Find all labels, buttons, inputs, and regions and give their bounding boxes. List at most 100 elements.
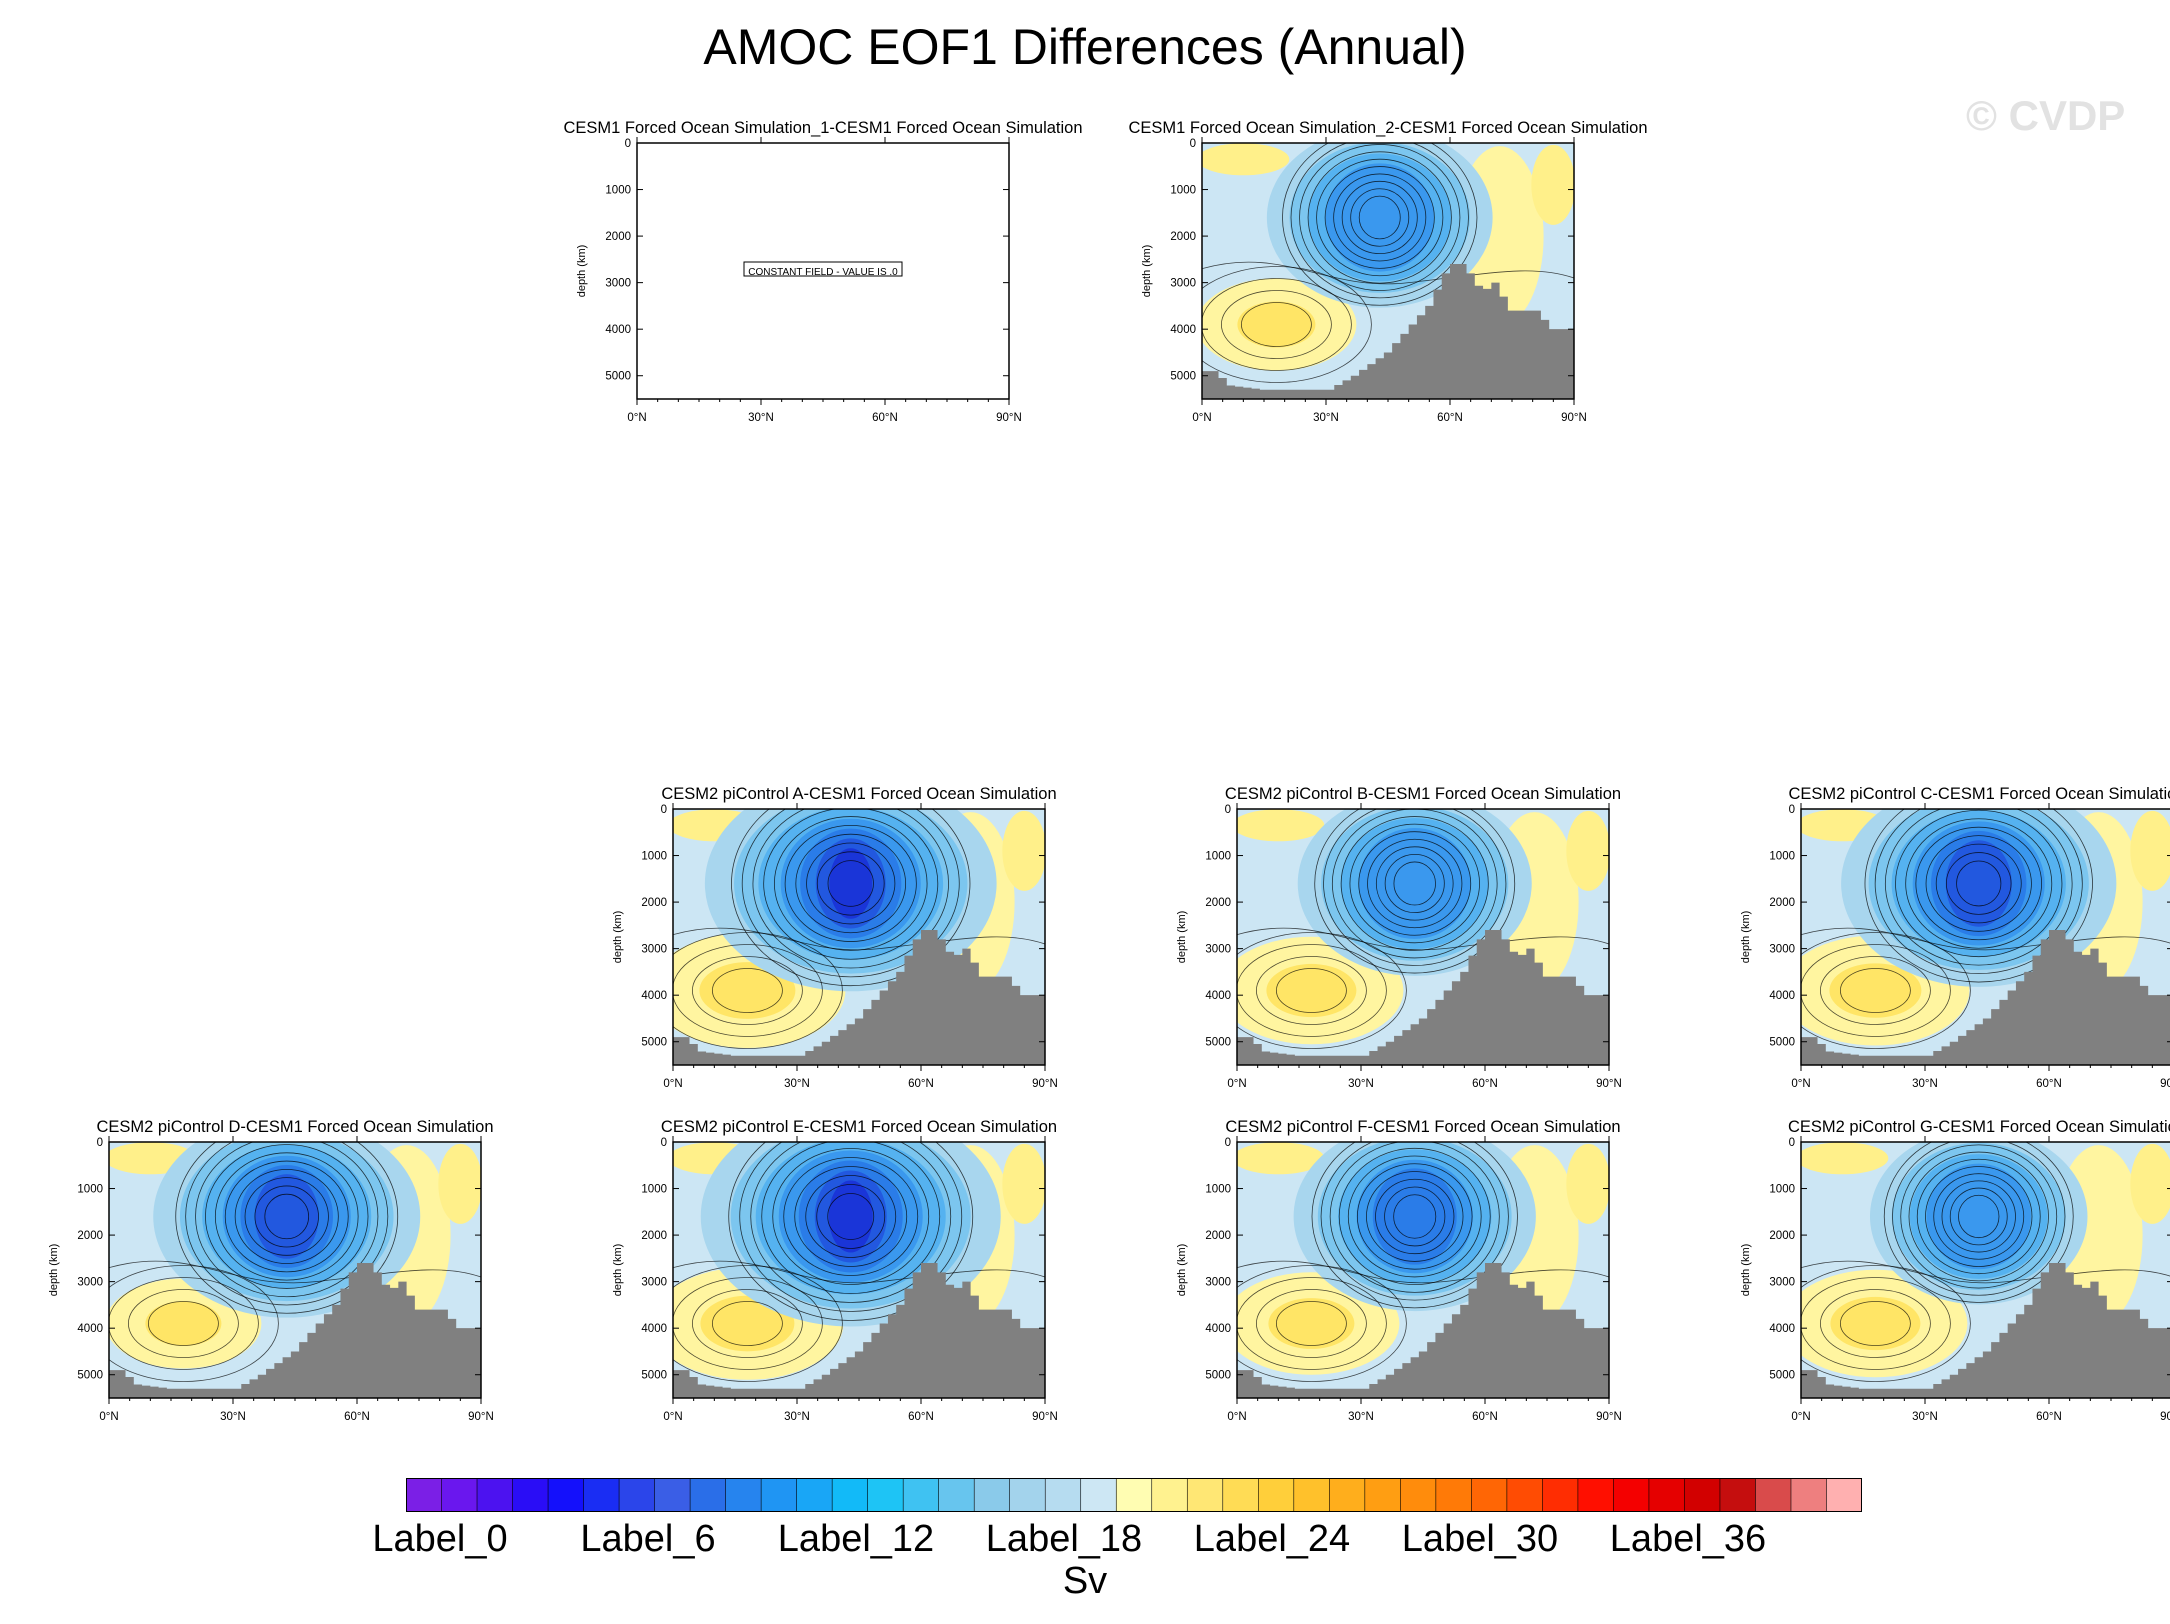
contour-line (1905, 818, 2053, 949)
contour-line (673, 932, 843, 1049)
y-tick-label: 5000 (1205, 1370, 1231, 1382)
colorbar-frame (406, 1478, 1862, 1512)
bathymetry-mask (673, 930, 1045, 1065)
contour-line (109, 1260, 481, 1284)
colorbar-swatch (406, 1478, 443, 1512)
contour-line (773, 816, 928, 951)
y-axis-label: depth (km) (612, 911, 624, 964)
contour-line (1384, 1186, 1446, 1247)
contour-line (1237, 1265, 1407, 1382)
contour-line (1801, 1265, 1971, 1382)
y-tick-label: 1000 (1769, 851, 1795, 863)
contour-line (1908, 1151, 2049, 1282)
y-tick-label: 5000 (1205, 1037, 1231, 1049)
x-tick-label: 0°N (1192, 412, 1211, 424)
y-tick-label: 0 (1225, 1137, 1231, 1149)
positive-anomaly (2130, 1143, 2170, 1224)
y-tick-label: 1000 (77, 1184, 103, 1196)
x-tick-label: 30°N (220, 1411, 246, 1423)
contour-line (673, 944, 823, 1037)
contour-line (1202, 261, 1574, 285)
contour-line (195, 1142, 379, 1298)
panel-picontrol-c: CESM2 piControl C-CESM1 Forced Ocean Sim… (1717, 785, 2170, 1115)
colorbar-swatch (796, 1478, 833, 1512)
colorbar-swatch (1080, 1478, 1117, 1512)
contour-line (1883, 1142, 2074, 1303)
x-tick-label: 90°N (1596, 1411, 1622, 1423)
bathymetry-mask (1801, 1263, 2170, 1398)
y-tick-label: 4000 (1170, 324, 1196, 336)
colorbar-label: Label_24 (1193, 1518, 1351, 1560)
y-tick-label: 0 (97, 1137, 103, 1149)
x-tick-label: 90°N (996, 412, 1022, 424)
contour-line (1307, 151, 1452, 284)
contour-line (1384, 853, 1445, 913)
colorbar-swatch (690, 1478, 727, 1512)
negative-anomaly (1325, 163, 1434, 272)
negative-anomaly (828, 1180, 873, 1253)
contour-plot: 0 1000 2000 3000 4000 5000 0°N 30°N 60°N 90°N dept… (1740, 803, 2170, 1090)
contour-line (731, 809, 971, 987)
contour-line (175, 1142, 399, 1314)
y-tick-label: 4000 (641, 990, 667, 1002)
colorbar-label: Label_6 (580, 1518, 716, 1560)
y-axis-label: depth (km) (576, 245, 588, 298)
contour-line (1237, 932, 1407, 1049)
positive-anomaly (1002, 1143, 1045, 1224)
y-tick-label: 5000 (641, 1037, 667, 1049)
panel-title: CESM2 piControl C-CESM1 Forced Ocean Sim… (1788, 785, 2170, 803)
contour-line (1925, 835, 2032, 932)
colorbar (406, 1478, 1862, 1512)
x-tick-label: 60°N (1472, 1078, 1498, 1090)
panel-title: CESM2 piControl G-CESM1 Forced Ocean Sim… (1788, 1118, 2170, 1136)
colorbar-swatch (903, 1478, 940, 1512)
panel-picontrol-b: CESM2 piControl B-CESM1 Forced Ocean Sim… (1153, 785, 1693, 1115)
colorbar-swatch (867, 1478, 904, 1512)
y-axis-label: depth (km) (1740, 1244, 1752, 1297)
negative-anomaly (1945, 840, 2012, 927)
panel-title: CESM2 piControl E-CESM1 Forced Ocean Sim… (660, 1118, 1058, 1136)
panel-picontrol-f: CESM2 piControl F-CESM1 Forced Ocean Sim… (1153, 1118, 1693, 1448)
colorbar-swatch (1045, 1478, 1082, 1512)
positive-anomaly (1002, 810, 1045, 891)
contour-line (711, 1301, 783, 1346)
panel-picontrol-g: CESM2 piControl G-CESM1 Forced Ocean Sim… (1717, 1118, 2170, 1448)
contour-line (816, 851, 885, 916)
y-tick-label: 4000 (1205, 990, 1231, 1002)
contour-line (1358, 831, 1472, 936)
x-tick-label: 60°N (1472, 1411, 1498, 1423)
x-tick-label: 0°N (663, 1078, 682, 1090)
contour-line (752, 809, 949, 969)
x-tick-label: 30°N (784, 1078, 810, 1090)
x-tick-label: 30°N (748, 412, 774, 424)
negative-anomaly (1926, 1163, 2031, 1270)
y-tick-label: 5000 (641, 1370, 667, 1382)
bathymetry-mask (109, 1263, 481, 1398)
contour-line (827, 860, 874, 907)
contour-line (185, 1142, 389, 1306)
contour-line (1933, 1173, 2025, 1260)
positive-anomaly (1237, 809, 1325, 842)
negative-anomaly (1372, 1168, 1457, 1265)
colorbar-swatch (512, 1478, 549, 1512)
contour-line (127, 1289, 239, 1358)
contour-line (1915, 826, 2043, 941)
contour-line (1801, 932, 1971, 1049)
colorbar-swatch (1684, 1478, 1721, 1512)
constant-field-note: CONSTANT FIELD - VALUE IS .0 (748, 267, 898, 278)
watermark: © CVDP (1966, 92, 2126, 139)
positive-anomaly (1566, 1143, 1609, 1224)
y-tick-label: 1000 (641, 1184, 667, 1196)
contour-line (109, 1265, 279, 1382)
x-tick-label: 0°N (99, 1411, 118, 1423)
panel-title: CESM1 Forced Ocean Simulation_1-CESM1 Fo… (563, 119, 1083, 137)
bathymetry-mask (1237, 1263, 1609, 1398)
contour-line (1349, 823, 1480, 944)
contour-line (1916, 1158, 2041, 1275)
contour-line (1320, 1142, 1509, 1301)
contour-line (1393, 861, 1436, 906)
contour-plot: 0 1000 2000 3000 4000 5000 0°N 30°N 60°N 90°N dept… (1176, 803, 1622, 1090)
contour-line (1338, 1147, 1491, 1286)
field-layer (673, 1142, 1045, 1398)
field-layer (673, 809, 1045, 1065)
